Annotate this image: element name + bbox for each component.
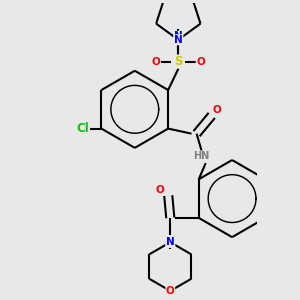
Text: N: N [174,31,183,41]
Text: O: O [152,57,160,67]
Text: N: N [166,237,175,247]
Text: HN: HN [194,151,210,161]
Text: O: O [212,105,221,115]
Text: Cl: Cl [77,122,89,135]
Text: O: O [156,185,164,196]
Text: O: O [166,286,175,296]
Text: N: N [174,35,183,45]
Text: O: O [196,57,205,67]
Text: N: N [166,237,175,247]
Text: S: S [174,55,183,68]
